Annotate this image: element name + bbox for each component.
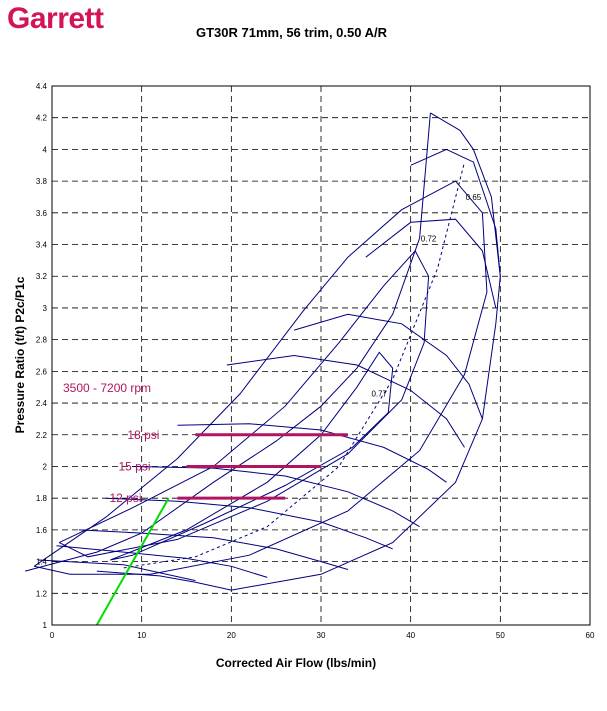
boost-label: 12 psi [110, 491, 142, 505]
boost-label: 15 psi [118, 459, 150, 473]
y-tick-label: 3.6 [36, 209, 48, 218]
speed-line [56, 545, 268, 578]
rpm-label: 3500 - 7200 rpm [63, 381, 151, 395]
compressor-map: 0.77 0.72 0.65 [24, 112, 501, 626]
y-tick-label: 4.2 [36, 114, 48, 123]
y-tick-label: 4 [43, 145, 48, 154]
x-tick-label: 0 [50, 631, 55, 640]
y-tick-label: 2.2 [36, 431, 48, 440]
choke-line [96, 112, 501, 591]
efficiency-label: 0.77 [371, 390, 387, 399]
boost-label: 18 psi [127, 428, 159, 442]
x-tick-label: 20 [227, 631, 236, 640]
y-tick-label: 3 [43, 304, 48, 313]
x-tick-label: 50 [496, 631, 505, 640]
speed-line [365, 218, 497, 309]
peak-efficiency-line [123, 161, 465, 569]
speed-line [410, 148, 501, 277]
y-tick-label: 1.4 [36, 558, 48, 567]
efficiency-island [58, 250, 430, 558]
efficiency-island [33, 180, 488, 575]
x-tick-label: 30 [317, 631, 326, 640]
y-tick-label: 3.8 [36, 177, 48, 186]
y-tick-label: 1.6 [36, 526, 48, 535]
x-tick-label: 60 [586, 631, 595, 640]
efficiency-label: 0.72 [421, 234, 437, 243]
speed-line [226, 354, 465, 448]
y-tick-label: 3.2 [36, 272, 48, 281]
efficiency-label: 0.65 [466, 193, 482, 202]
y-tick-label: 4.4 [36, 82, 48, 91]
x-tick-label: 40 [406, 631, 415, 640]
tick-labels: 0 10 20 30 40 50 60 1 1.2 1.4 1.6 1.8 2 2.2 2.4 2.6 2.8 3… [36, 82, 595, 640]
engine-demand-line [95, 497, 170, 626]
y-tick-label: 1 [43, 621, 48, 630]
speed-line [105, 497, 393, 550]
y-tick-label: 2 [43, 462, 48, 471]
x-tick-label: 10 [137, 631, 146, 640]
y-tick-label: 3.4 [36, 241, 48, 250]
x-axis-label: Corrected Air Flow (lbs/min) [216, 656, 376, 670]
y-tick-label: 2.6 [36, 367, 48, 376]
garrett-logo: Garrett [7, 2, 104, 35]
grid [52, 86, 590, 625]
y-axis-label: Pressure Ratio (t/t) P2c/P1c [13, 276, 27, 433]
boost-lines: 12 psi 15 psi 18 psi [110, 428, 348, 505]
efficiency-island [110, 351, 394, 561]
plot-frame [51, 85, 591, 626]
y-tick-label: 2.4 [36, 399, 48, 408]
y-tick-label: 1.8 [36, 494, 48, 503]
speed-line [38, 559, 196, 582]
y-tick-label: 2.8 [36, 336, 48, 345]
surge-line [24, 112, 431, 572]
speed-line [78, 529, 349, 570]
y-tick-label: 1.2 [36, 589, 48, 598]
chart-title: GT30R 71mm, 56 trim, 0.50 A/R [196, 25, 387, 40]
speed-line [177, 423, 447, 483]
